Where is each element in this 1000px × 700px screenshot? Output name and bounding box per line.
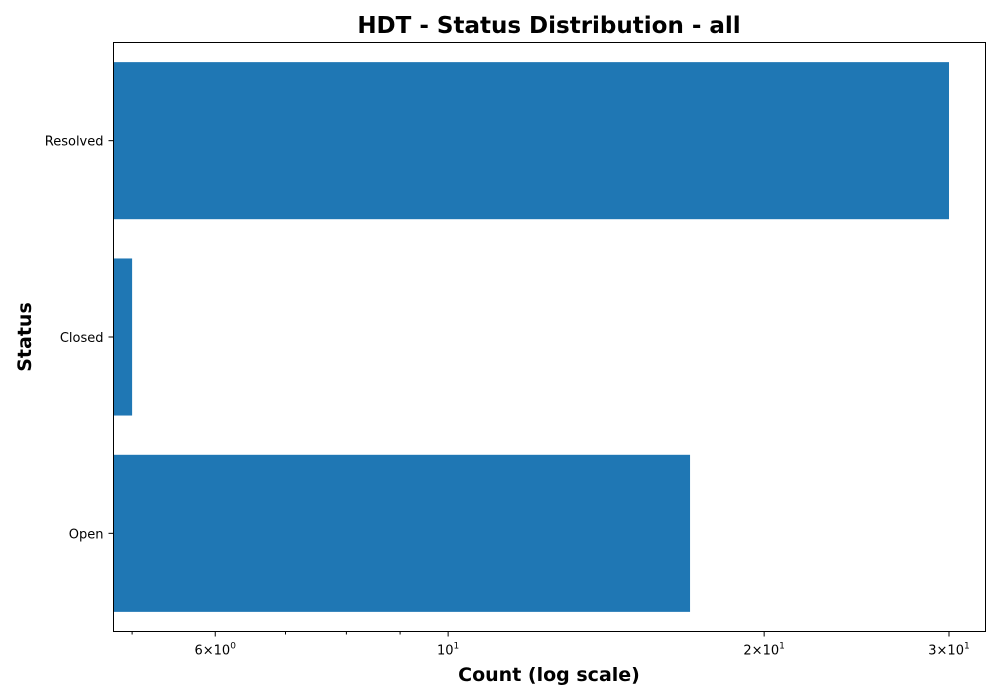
- y-tick-label: Resolved: [45, 135, 104, 150]
- x-tick-label: 6×100: [195, 642, 237, 659]
- bars-group: [113, 62, 950, 612]
- y-tick-label: Closed: [60, 331, 104, 346]
- x-tick-label: 101: [437, 642, 459, 659]
- bar-closed: [113, 258, 133, 416]
- y-tick-label: Open: [69, 527, 104, 542]
- bar-open: [113, 454, 691, 612]
- plot-frame: [113, 42, 986, 632]
- y-axis-label: Status: [14, 302, 36, 372]
- chart-title: HDT - Status Distribution - all: [357, 13, 740, 39]
- x-axis-ticks: 6×100 101 2×101 3×101: [131, 631, 970, 659]
- y-axis-ticks: Resolved Closed Open: [45, 135, 114, 542]
- x-axis-label: Count (log scale): [458, 664, 640, 686]
- x-tick-label: 3×101: [928, 642, 969, 659]
- x-tick-label: 2×101: [743, 642, 784, 659]
- bar-resolved: [113, 62, 950, 220]
